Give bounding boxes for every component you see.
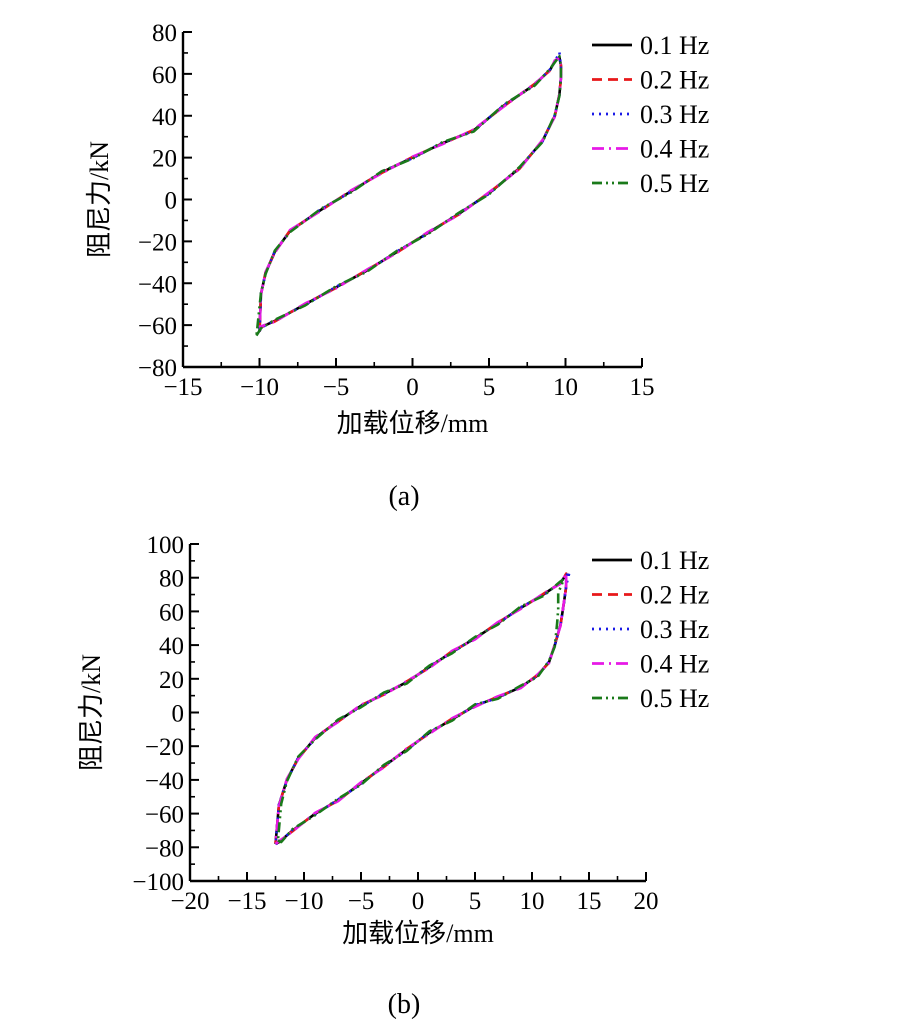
legend-label: 0.1 Hz [640,31,709,60]
y-tick-label: −60 [145,802,184,829]
y-tick-label: −100 [132,869,184,896]
x-axis-title: 加载位移/mm [337,409,489,438]
legend-label: 0.3 Hz [640,615,709,644]
legend-label: 0.2 Hz [640,66,709,95]
series-line-0-5-hz [255,54,563,337]
x-tick-label: −5 [348,888,375,915]
y-tick-label: −80 [138,355,177,382]
x-tick-label: −20 [170,888,209,915]
x-axis-title: 加载位移/mm [342,919,494,948]
legend-label: 0.4 Hz [640,650,709,679]
y-axis-title: 阻尼力/kN [85,141,114,258]
y-tick-label: 20 [159,667,184,694]
legend: 0.1 Hz 0.2 Hz 0.3 Hz 0.4 Hz 0.5 Hz [592,546,709,713]
y-tick-label: 0 [165,188,178,215]
x-tick-label: 5 [483,374,496,401]
y-axis-title: 阻尼力/kN [77,654,106,771]
x-tick-label: 10 [520,888,545,915]
x-tick-label: −10 [240,374,279,401]
panel-caption: (b) [388,989,421,1020]
x-tick-label: −5 [323,374,350,401]
y-tick-label: 20 [152,146,177,173]
y-tick-label: −20 [145,734,184,761]
legend-label: 0.4 Hz [640,135,709,164]
legend-label: 0.1 Hz [640,546,709,575]
series-line-0-4-hz [274,572,568,845]
y-tick-label: 40 [159,633,184,660]
series-line-0-3-hz [274,570,571,846]
series-line-0-5-hz [276,577,566,844]
y-tick-label: −40 [145,768,184,795]
y-tick-label: 100 [147,532,185,559]
legend-label: 0.2 Hz [640,581,709,610]
series-line-0-1-hz [274,573,568,846]
y-tick-label: 80 [152,20,177,47]
series-line-0-3-hz [258,51,563,333]
y-tick-label: 60 [159,599,184,626]
y-tick-label: −60 [138,313,177,340]
panel-caption: (a) [388,481,419,512]
x-tick-label: 15 [577,888,602,915]
x-tick-label: −15 [163,374,202,401]
x-tick-label: 15 [630,374,655,401]
legend-label: 0.3 Hz [640,100,709,129]
x-tick-label: 0 [406,374,419,401]
x-tick-label: 5 [469,888,482,915]
x-tick-label: 10 [553,374,578,401]
series-line-0-2-hz [274,572,568,845]
y-tick-label: 80 [159,566,184,593]
x-tick-label: −10 [284,888,323,915]
legend: 0.1 Hz 0.2 Hz 0.3 Hz 0.4 Hz 0.5 Hz [592,31,709,198]
y-tick-label: 60 [152,62,177,89]
y-tick-label: 0 [172,701,185,728]
y-tick-label: −40 [138,271,177,298]
y-tick-label: −80 [145,835,184,862]
legend-label: 0.5 Hz [640,169,709,198]
x-tick-label: 0 [412,888,425,915]
x-tick-label: 20 [634,888,659,915]
x-tick-label: −15 [227,888,266,915]
y-tick-label: 40 [152,104,177,131]
legend-label: 0.5 Hz [640,684,709,713]
y-tick-label: −20 [138,229,177,256]
chart-panel-a: −80 −60 −40 −20 0 20 40 60 80 −15 −10 −5 0 5 10 15 加载位移/… [85,20,709,512]
